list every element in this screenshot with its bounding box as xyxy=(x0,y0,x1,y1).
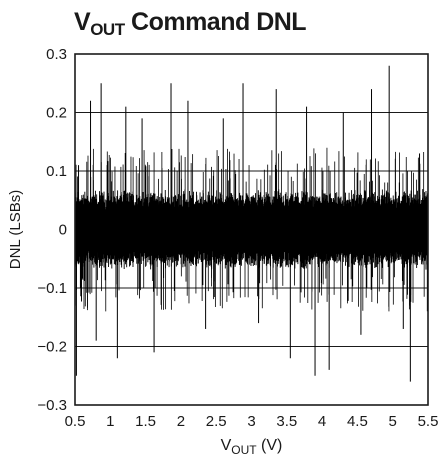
x-axis-title-rest: (V) xyxy=(257,437,283,454)
x-axis-title: VOUT (V) xyxy=(221,437,283,457)
chart-title-rest: Command DNL xyxy=(124,8,307,36)
y-axis-title: DNL (LSBs) xyxy=(7,190,24,269)
x-tick-label: 2.5 xyxy=(206,413,227,430)
x-tick-label: 2 xyxy=(177,413,185,430)
x-axis-title-subscript: OUT xyxy=(231,443,257,457)
y-tick-label: 0 xyxy=(59,222,67,239)
chart-title-main: V xyxy=(74,8,91,36)
plot-frame xyxy=(74,53,429,406)
y-tick-label: −0.2 xyxy=(37,339,67,356)
data-series xyxy=(74,65,429,382)
x-tick-label: 3 xyxy=(247,413,255,430)
y-tick-label: 0.1 xyxy=(46,163,67,180)
x-tick-label: 5 xyxy=(389,413,397,430)
x-axis-title-main: V xyxy=(221,437,232,454)
x-tick-label: 4 xyxy=(318,413,326,430)
x-tick-label: 5.5 xyxy=(418,413,439,430)
dnl-medium-spikes xyxy=(74,147,428,312)
y-tick-label: 0.2 xyxy=(46,105,67,122)
y-tick-label: −0.3 xyxy=(37,397,67,414)
chart-title-subscript: OUT xyxy=(90,20,125,39)
x-tick-label: 0.5 xyxy=(65,413,86,430)
y-tick-label: 0.3 xyxy=(46,46,67,63)
y-tick-label: −0.1 xyxy=(37,280,67,297)
x-tick-label: 4.5 xyxy=(347,413,368,430)
tick-labels: 0.3 0.2 0.1 0 −0.1 −0.2 −0.30.5 1 1.5 2 2.5 3 3.5 4 4.… xyxy=(37,46,438,430)
x-tick-label: 1.5 xyxy=(135,413,156,430)
x-tick-label: 1 xyxy=(106,413,114,430)
dnl-noise-band xyxy=(74,189,429,270)
chart-title: VOUT Command DNL xyxy=(74,8,307,39)
x-tick-label: 3.5 xyxy=(276,413,297,430)
